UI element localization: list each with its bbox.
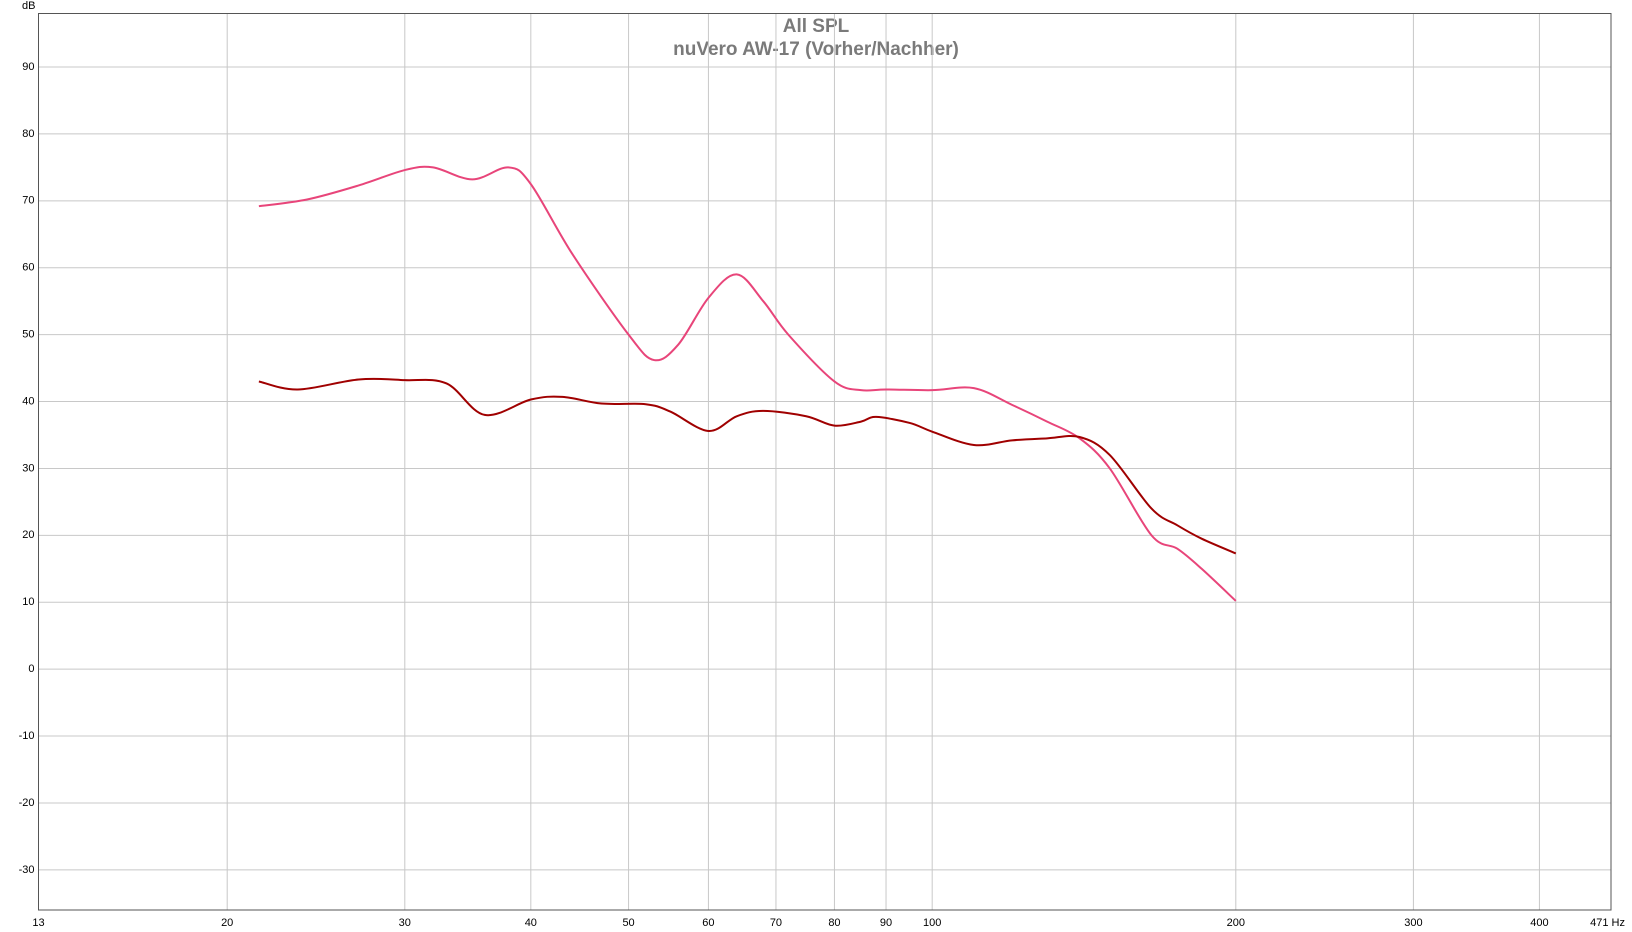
x-tick-label: 400 [1530, 917, 1548, 929]
series-line [258, 377, 1237, 555]
y-tick-label: -30 [19, 864, 35, 876]
y-tick-label: 90 [22, 61, 34, 73]
x-tick-label: 100 [923, 917, 941, 929]
chart-title: All SPL [783, 16, 850, 37]
x-tick-label: 70 [770, 917, 782, 929]
x-tick-label: 50 [622, 917, 634, 929]
y-axis-label: dB [22, 0, 35, 12]
y-tick-label: 40 [22, 395, 34, 407]
y-tick-label: 0 [28, 663, 34, 675]
y-tick-label: 20 [22, 529, 34, 541]
y-tick-label: 70 [22, 195, 34, 207]
chart-subtitle: nuVero AW-17 (Vorher/Nachher) [673, 39, 959, 60]
plot-border [38, 13, 1612, 911]
x-tick-label: 30 [399, 917, 411, 929]
x-tick-label: 80 [828, 917, 840, 929]
x-tick-label: 90 [880, 917, 892, 929]
x-tick-label: 200 [1227, 917, 1245, 929]
y-tick-label: 10 [22, 596, 34, 608]
series-line [258, 165, 1237, 602]
x-tick-label: 20 [221, 917, 233, 929]
x-tick-label: 300 [1404, 917, 1422, 929]
x-tick-label: 471 Hz [1590, 917, 1625, 929]
x-tick-label: 60 [702, 917, 714, 929]
y-tick-label: -20 [19, 797, 35, 809]
y-tick-label: 60 [22, 262, 34, 274]
y-tick-label: 50 [22, 329, 34, 341]
x-tick-label: 13 [32, 917, 44, 929]
x-tick-label: 40 [525, 917, 537, 929]
y-tick-label: 80 [22, 128, 34, 140]
y-tick-label: -10 [19, 730, 35, 742]
y-tick-label: 30 [22, 462, 34, 474]
